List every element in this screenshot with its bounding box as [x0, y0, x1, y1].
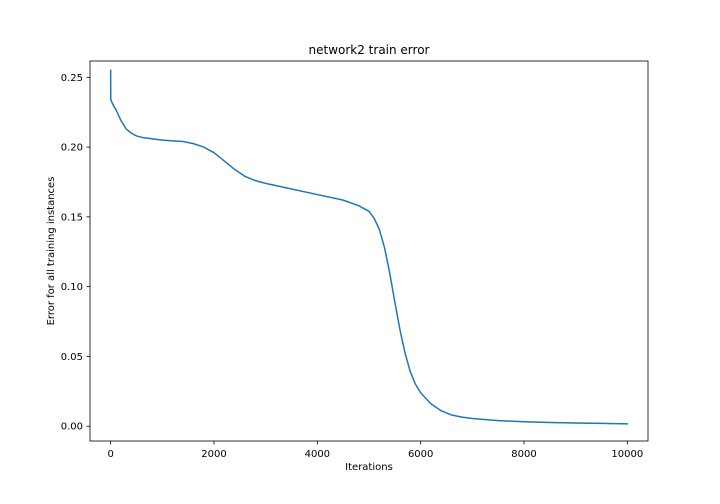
x-axis-ticks: 0 2000 4000 6000 8000 10000	[107, 441, 643, 460]
x-tick-label: 2000	[201, 449, 226, 460]
y-tick-label: 0.20	[61, 143, 83, 154]
x-tick-label: 6000	[408, 449, 433, 460]
y-tick-label: 0.10	[61, 282, 83, 293]
y-tick-label: 0.00	[61, 422, 83, 433]
plot-area	[109, 69, 629, 425]
series-line-0	[109, 69, 629, 425]
x-tick-label: 8000	[511, 449, 536, 460]
x-tick-label: 4000	[305, 449, 330, 460]
x-tick-label: 10000	[611, 449, 643, 460]
y-tick-label: 0.15	[61, 212, 83, 223]
y-axis-ticks: 0.00 0.05 0.10 0.15 0.20 0.25	[61, 73, 90, 433]
y-tick-label: 0.25	[61, 73, 83, 84]
chart-title: network2 train error	[309, 43, 430, 57]
axes-frame	[89, 60, 649, 442]
x-tick-label: 0	[107, 449, 113, 460]
y-axis-title: Error for all training instances	[46, 177, 57, 326]
y-tick-label: 0.05	[61, 352, 83, 363]
x-axis-title: Iterations	[345, 462, 393, 473]
